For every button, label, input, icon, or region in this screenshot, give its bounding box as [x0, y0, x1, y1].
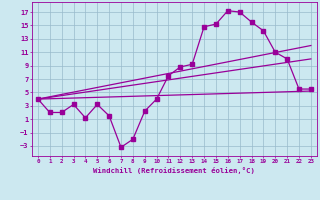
X-axis label: Windchill (Refroidissement éolien,°C): Windchill (Refroidissement éolien,°C) — [93, 167, 255, 174]
